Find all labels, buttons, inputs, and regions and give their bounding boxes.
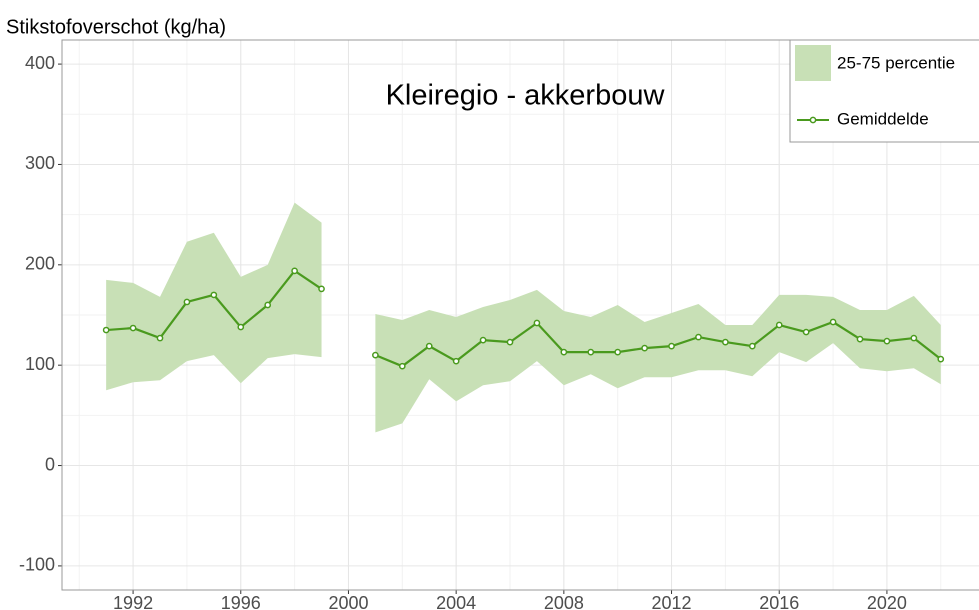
point <box>425 342 433 350</box>
point <box>398 362 406 370</box>
point <box>668 342 675 350</box>
x-tick-label: 1992 <box>113 593 153 610</box>
x-tick-label: 2008 <box>544 593 584 610</box>
point <box>775 321 783 329</box>
plot-border <box>61 39 979 591</box>
point <box>237 323 245 331</box>
point <box>614 348 622 356</box>
y-tick-label: 200 <box>25 254 55 274</box>
band-area <box>106 202 941 433</box>
point <box>533 319 541 327</box>
point <box>318 285 325 293</box>
point <box>722 338 729 346</box>
point <box>479 336 487 344</box>
x-tick-label: 2000 <box>328 593 368 610</box>
point <box>560 348 568 356</box>
point <box>372 351 379 359</box>
y-tick-label: 100 <box>25 354 55 374</box>
point <box>748 342 756 350</box>
legend-label: 25-75 percentie <box>837 53 955 72</box>
legend-point <box>809 116 817 124</box>
point <box>641 344 648 352</box>
x-tick-label: 2004 <box>436 593 476 610</box>
point <box>883 337 891 345</box>
point <box>695 333 702 341</box>
chart-title: Kleiregio - akkerbouw <box>386 80 666 112</box>
point <box>102 326 110 334</box>
point <box>291 267 298 275</box>
legend-label: Gemiddelde <box>837 109 929 128</box>
point <box>452 357 460 365</box>
y-tick-label: 300 <box>25 153 55 173</box>
point <box>129 324 137 332</box>
y-tick-label: -100 <box>19 555 55 575</box>
point <box>829 318 837 326</box>
y-tick-label: 400 <box>25 53 55 73</box>
legend-swatch <box>795 45 831 81</box>
point <box>937 355 945 363</box>
x-tick-label: 2020 <box>867 593 907 610</box>
y-tick-label: 0 <box>45 454 55 474</box>
point <box>587 348 595 356</box>
x-tick-label: 2016 <box>759 593 799 610</box>
x-tick-label: 2012 <box>652 593 692 610</box>
point <box>802 328 810 336</box>
point <box>856 335 864 343</box>
point <box>210 291 218 299</box>
point <box>506 338 514 346</box>
point <box>910 334 918 342</box>
y-axis-label: Stikstofoverschot (kg/ha) <box>6 16 226 38</box>
point <box>264 301 272 309</box>
point <box>156 334 164 342</box>
point <box>183 298 191 306</box>
x-tick-label: 1996 <box>221 593 261 610</box>
